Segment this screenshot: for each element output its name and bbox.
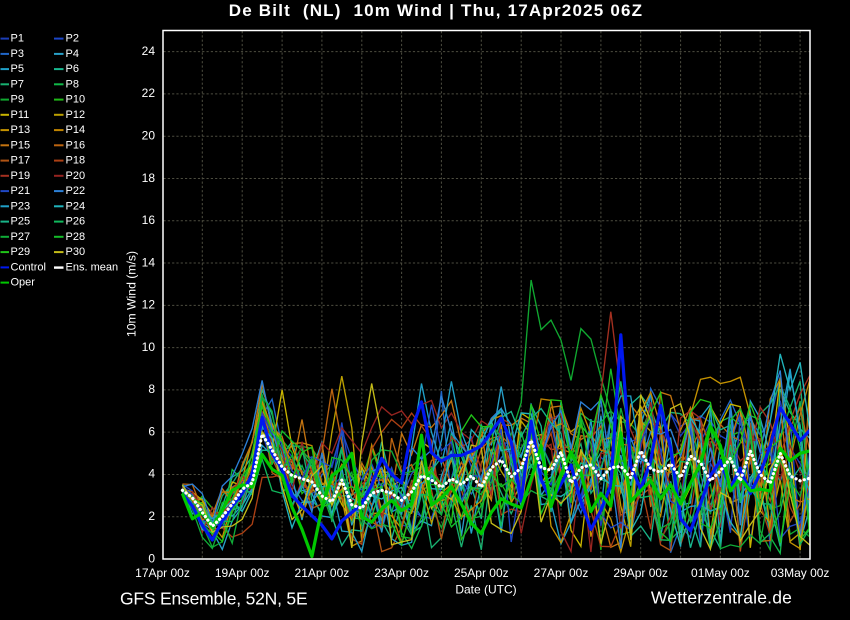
svg-text:P18: P18: [66, 155, 86, 167]
svg-text:22: 22: [142, 86, 156, 100]
svg-text:03May 00z: 03May 00z: [771, 566, 830, 580]
svg-text:GFS Ensemble, 52N, 5E: GFS Ensemble, 52N, 5E: [120, 588, 307, 608]
svg-text:P22: P22: [66, 185, 86, 197]
svg-text:P1: P1: [11, 33, 24, 45]
svg-text:4: 4: [148, 467, 155, 481]
svg-text:P23: P23: [11, 200, 31, 212]
svg-text:P8: P8: [66, 78, 79, 90]
svg-text:P21: P21: [11, 185, 31, 197]
svg-text:P27: P27: [11, 231, 31, 243]
svg-text:P10: P10: [66, 94, 86, 106]
svg-text:01May 00z: 01May 00z: [691, 566, 750, 580]
svg-text:P28: P28: [66, 231, 86, 243]
svg-text:20: 20: [142, 129, 156, 143]
svg-text:P3: P3: [11, 48, 24, 60]
svg-text:2: 2: [148, 509, 155, 523]
svg-text:P16: P16: [66, 139, 86, 151]
svg-text:14: 14: [142, 255, 156, 269]
svg-text:P6: P6: [66, 63, 79, 75]
svg-text:P9: P9: [11, 94, 24, 106]
svg-text:21Apr 00z: 21Apr 00z: [295, 566, 350, 580]
svg-text:P19: P19: [11, 170, 31, 182]
svg-text:P20: P20: [66, 170, 86, 182]
svg-text:Date (UTC): Date (UTC): [455, 583, 516, 597]
svg-text:P5: P5: [11, 63, 24, 75]
svg-text:Oper: Oper: [11, 277, 36, 289]
svg-text:P13: P13: [11, 124, 31, 136]
svg-text:P29: P29: [11, 246, 31, 258]
svg-text:P24: P24: [66, 200, 86, 212]
svg-text:6: 6: [148, 425, 155, 439]
svg-text:29Apr 00z: 29Apr 00z: [613, 566, 668, 580]
svg-text:P12: P12: [66, 109, 86, 121]
svg-text:0: 0: [148, 551, 155, 565]
svg-text:De Bilt (NL) 10m Wind | Thu,: De Bilt (NL) 10m Wind | Thu, 17Apr2025 0…: [229, 1, 643, 20]
svg-text:10m Wind (m/s): 10m Wind (m/s): [125, 251, 139, 337]
svg-text:P14: P14: [66, 124, 86, 136]
svg-text:Ens. mean: Ens. mean: [66, 261, 119, 273]
svg-text:Wetterzentrale.de: Wetterzentrale.de: [651, 588, 792, 608]
svg-text:23Apr 00z: 23Apr 00z: [374, 566, 429, 580]
svg-text:19Apr 00z: 19Apr 00z: [215, 566, 270, 580]
svg-text:16: 16: [142, 213, 156, 227]
svg-text:P30: P30: [66, 246, 86, 258]
svg-text:12: 12: [142, 298, 156, 312]
svg-text:18: 18: [142, 171, 156, 185]
svg-text:8: 8: [148, 382, 155, 396]
svg-text:P2: P2: [66, 33, 79, 45]
svg-text:P17: P17: [11, 155, 31, 167]
svg-text:P4: P4: [66, 48, 79, 60]
svg-text:25Apr 00z: 25Apr 00z: [454, 566, 509, 580]
svg-text:17Apr 00z: 17Apr 00z: [135, 566, 190, 580]
svg-text:P15: P15: [11, 139, 31, 151]
svg-text:Control: Control: [11, 261, 46, 273]
svg-text:P26: P26: [66, 216, 86, 228]
svg-text:P25: P25: [11, 216, 31, 228]
svg-text:24: 24: [142, 44, 156, 58]
svg-text:P7: P7: [11, 78, 24, 90]
svg-text:P11: P11: [11, 109, 30, 121]
svg-text:10: 10: [142, 340, 156, 354]
svg-text:27Apr 00z: 27Apr 00z: [534, 566, 589, 580]
